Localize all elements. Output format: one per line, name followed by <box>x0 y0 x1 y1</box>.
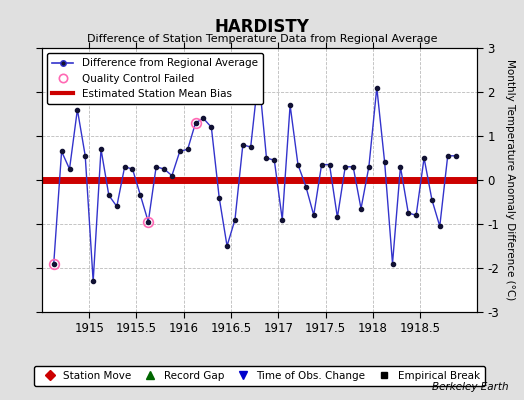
Text: Berkeley Earth: Berkeley Earth <box>432 382 508 392</box>
Y-axis label: Monthly Temperature Anomaly Difference (°C): Monthly Temperature Anomaly Difference (… <box>505 59 515 301</box>
Legend: Station Move, Record Gap, Time of Obs. Change, Empirical Break: Station Move, Record Gap, Time of Obs. C… <box>34 366 485 386</box>
Text: HARDISTY: HARDISTY <box>214 18 310 36</box>
Text: Difference of Station Temperature Data from Regional Average: Difference of Station Temperature Data f… <box>87 34 437 44</box>
